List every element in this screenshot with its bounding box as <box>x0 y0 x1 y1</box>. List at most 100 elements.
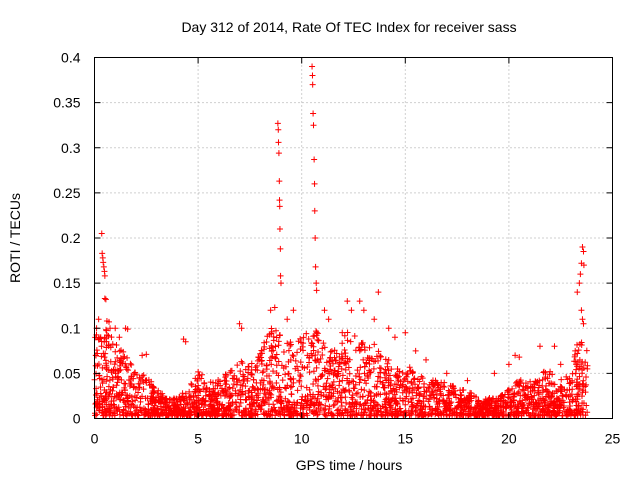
data-point <box>542 386 549 393</box>
data-point <box>294 399 301 406</box>
data-point <box>216 400 223 407</box>
data-point <box>304 412 311 419</box>
data-point <box>296 378 303 385</box>
data-point <box>579 316 586 323</box>
data-point <box>364 372 371 379</box>
data-point <box>140 405 147 412</box>
data-point <box>406 364 413 371</box>
data-point <box>253 408 260 415</box>
data-point <box>559 392 566 399</box>
data-point <box>140 386 147 393</box>
data-point <box>313 364 320 371</box>
data-point <box>366 344 373 351</box>
data-point <box>283 385 290 392</box>
data-point <box>519 386 526 393</box>
data-point <box>348 403 355 410</box>
data-point <box>584 362 591 369</box>
data-point <box>249 383 256 390</box>
data-point <box>100 350 107 357</box>
data-point <box>536 343 543 350</box>
data-point <box>273 351 280 358</box>
data-point <box>162 404 169 411</box>
data-point <box>267 390 274 397</box>
data-point <box>102 389 109 396</box>
data-point <box>198 375 205 382</box>
data-point <box>270 347 277 354</box>
data-point <box>99 409 106 416</box>
data-point <box>292 357 299 364</box>
data-point <box>464 377 471 384</box>
data-point <box>98 230 105 237</box>
data-point <box>375 348 382 355</box>
data-point <box>345 381 352 388</box>
data-point <box>348 307 355 314</box>
data-point <box>108 334 115 341</box>
data-point <box>266 412 273 419</box>
data-point <box>107 358 114 365</box>
data-point <box>391 334 398 341</box>
data-point <box>242 405 249 412</box>
data-point <box>191 399 198 406</box>
data-point <box>579 370 586 377</box>
data-point <box>352 399 359 406</box>
x-tick-label: 0 <box>91 431 99 447</box>
data-point <box>375 402 382 409</box>
data-point <box>120 348 127 355</box>
data-point <box>122 380 129 387</box>
data-point <box>344 355 351 362</box>
data-point <box>527 378 534 385</box>
data-point <box>550 381 557 388</box>
data-point <box>471 393 478 400</box>
data-point <box>531 384 538 391</box>
data-point <box>315 337 322 344</box>
data-point <box>298 383 305 390</box>
data-point <box>218 385 225 392</box>
data-point <box>578 342 585 349</box>
data-point <box>151 409 158 416</box>
data-point <box>540 407 547 414</box>
data-point <box>433 405 440 412</box>
data-point <box>500 393 507 400</box>
data-point <box>287 384 294 391</box>
data-point <box>240 377 247 384</box>
data-point <box>361 406 368 413</box>
data-point <box>234 392 241 399</box>
data-point <box>358 340 365 347</box>
data-point <box>236 403 243 410</box>
data-point <box>98 338 105 345</box>
data-point <box>420 384 427 391</box>
data-point <box>573 407 580 414</box>
data-point <box>128 381 135 388</box>
data-point <box>148 390 155 397</box>
data-point <box>109 341 116 348</box>
data-point <box>209 409 216 416</box>
data-point <box>575 390 582 397</box>
data-point <box>363 380 370 387</box>
data-point <box>229 401 236 408</box>
data-point <box>290 379 297 386</box>
data-point <box>583 347 590 354</box>
data-point <box>120 397 127 404</box>
data-point <box>482 401 489 408</box>
data-point <box>314 412 321 419</box>
data-point <box>338 402 345 409</box>
data-point <box>111 410 118 417</box>
data-point <box>100 376 107 383</box>
data-point <box>522 380 529 387</box>
chart-title: Day 312 of 2014, Rate Of TEC Index for r… <box>181 19 516 35</box>
data-point <box>356 373 363 380</box>
data-point <box>329 356 336 363</box>
data-point <box>101 354 108 361</box>
data-point <box>350 378 357 385</box>
data-point <box>580 365 587 372</box>
data-point <box>202 410 209 417</box>
data-point <box>299 364 306 371</box>
data-point <box>566 380 573 387</box>
data-point <box>536 382 543 389</box>
data-point <box>495 398 502 405</box>
data-point <box>186 388 193 395</box>
data-point <box>411 375 418 382</box>
data-point <box>254 357 261 364</box>
data-point <box>195 400 202 407</box>
